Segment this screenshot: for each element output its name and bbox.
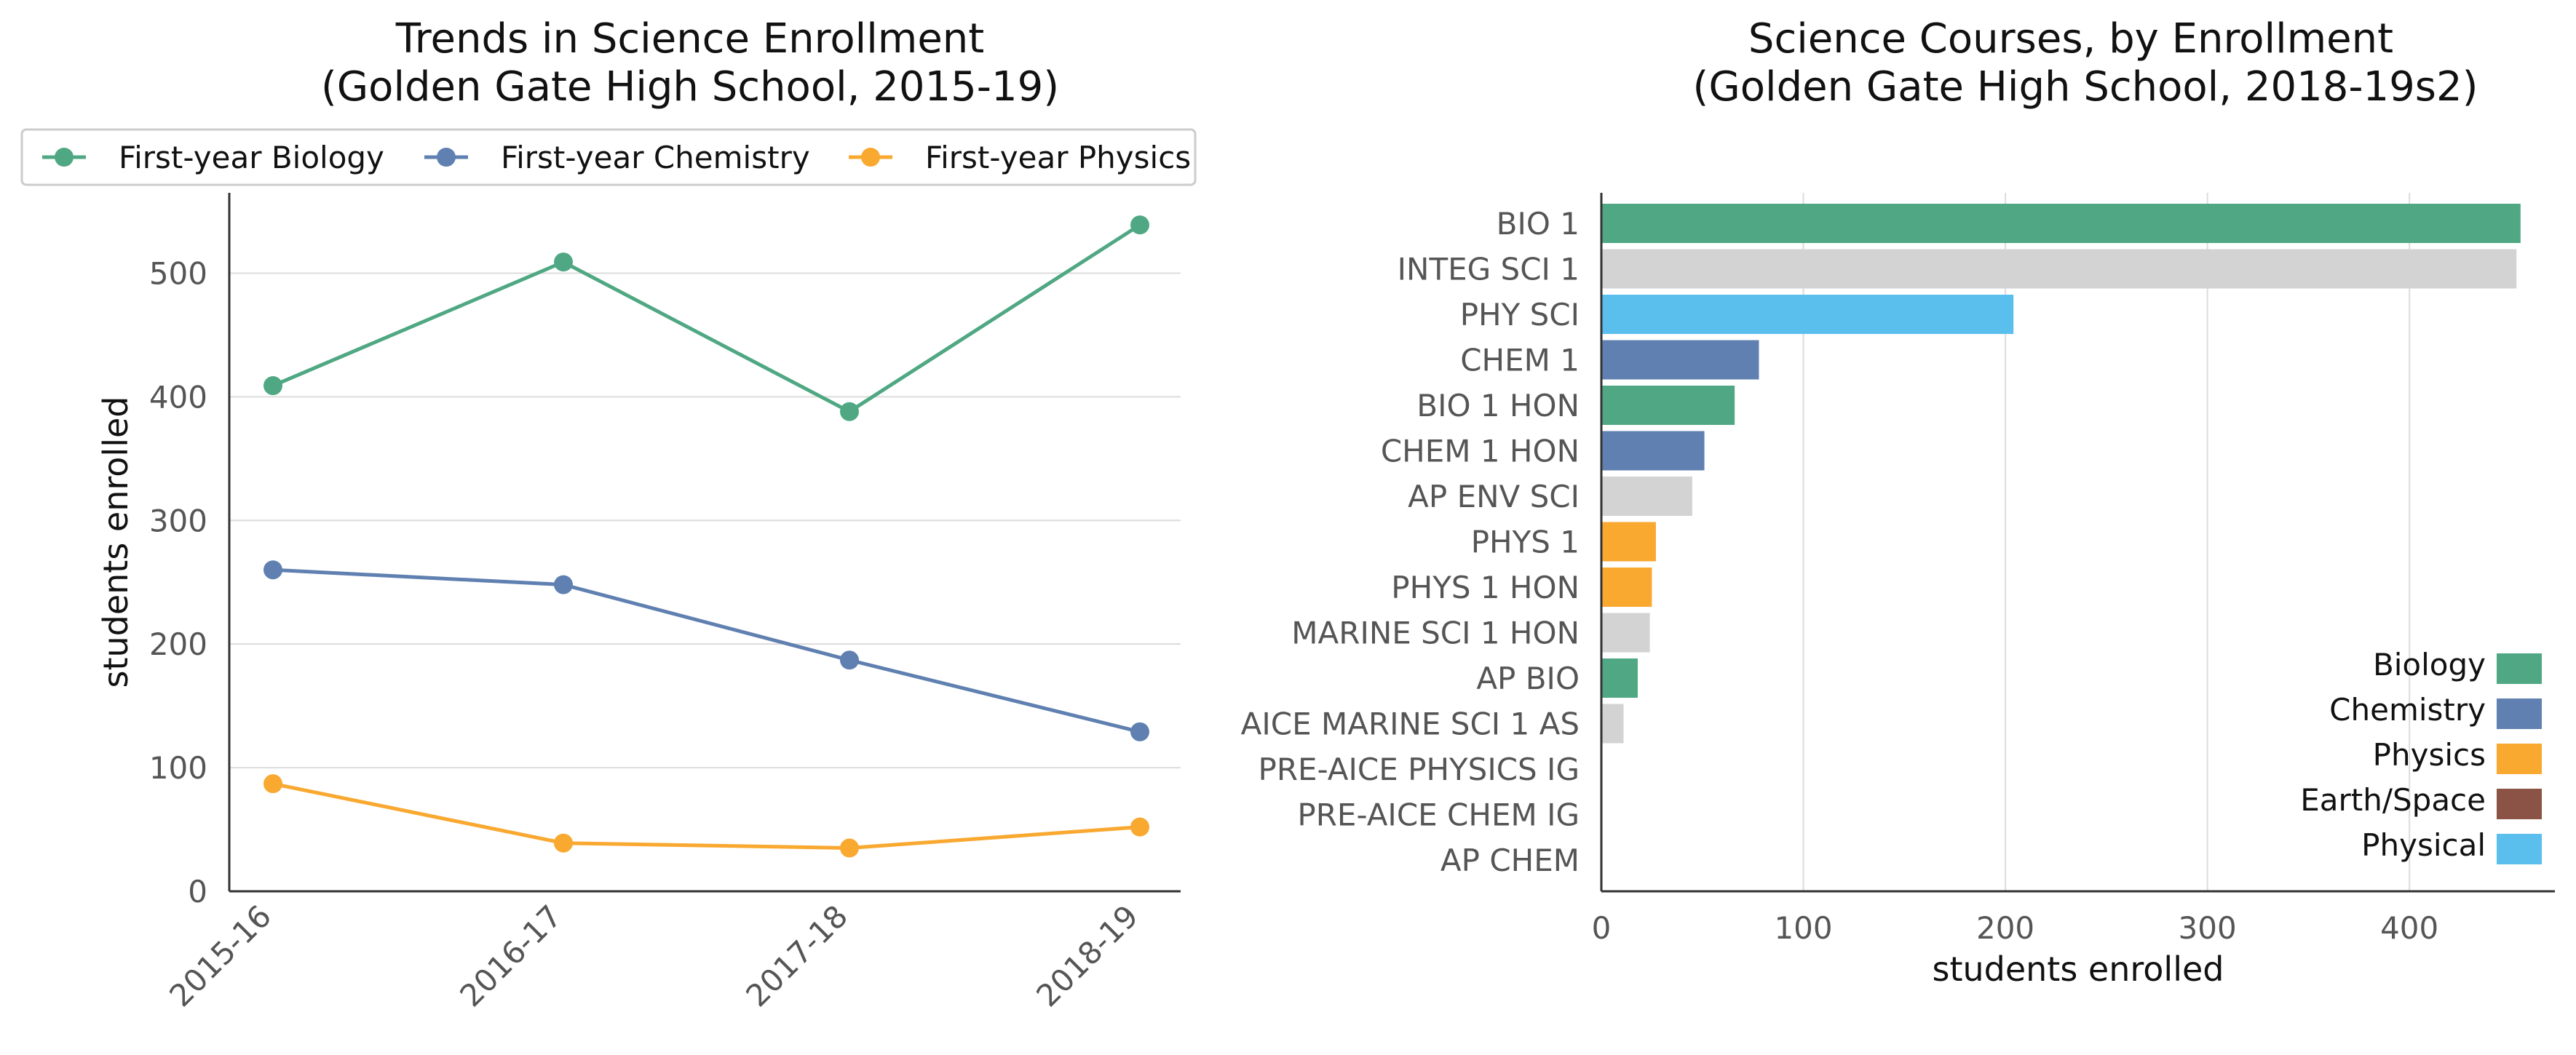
- legend-item-physics: Physics: [2373, 737, 2542, 774]
- category-label-chem-1: CHEM 1: [1460, 343, 1580, 378]
- legend-swatch: [2497, 834, 2542, 864]
- category-label-phys-1: PHYS 1: [1471, 525, 1580, 560]
- category-label-aice-marine-sci-1-as: AICE MARINE SCI 1 AS: [1241, 706, 1580, 742]
- data-point-first-year-physics-2016-17: [554, 833, 573, 853]
- data-point-first-year-chemistry-2015-16: [263, 560, 282, 580]
- line-chart-title-line-1: Trends in Science Enrollment: [395, 15, 984, 63]
- bar-chart-x-axis-label: students enrolled: [1933, 950, 2224, 989]
- category-label-ap-chem: AP CHEM: [1440, 843, 1580, 878]
- bar-aice-marine-sci-1-as: [1601, 704, 1624, 744]
- legend-item-physical: Physical: [2361, 827, 2542, 864]
- y-tick-label-100: 100: [149, 750, 207, 786]
- data-point-first-year-biology-2015-16: [263, 376, 282, 396]
- line-chart-title-line-2: (Golden Gate High School, 2015-19): [321, 63, 1059, 111]
- data-point-first-year-biology-2016-17: [554, 252, 573, 272]
- legend-marker: [861, 148, 880, 167]
- y-tick-label-500: 500: [149, 255, 207, 291]
- legend-label: Earth/Space: [2300, 782, 2486, 818]
- category-label-ap-bio: AP BIO: [1476, 661, 1580, 696]
- y-tick-label-400: 400: [149, 379, 207, 415]
- bar-chart-courses-by-enrollment: Science Courses, by Enrollment (Golden G…: [1241, 15, 2555, 989]
- x-tick-label-400: 400: [2380, 910, 2438, 946]
- y-tick-label-0: 0: [188, 874, 207, 909]
- y-tick-label-300: 300: [149, 503, 207, 538]
- legend-label: First-year Biology: [119, 140, 384, 175]
- legend-item-first-year-chemistry: First-year Chemistry: [424, 140, 810, 175]
- bar-chart-x-ticks: 0 100 200 300 400: [1592, 910, 2439, 946]
- bar-chart-legend: Biology Chemistry Physics Earth/Space Physic…: [2300, 647, 2542, 864]
- legend-label: Biology: [2373, 647, 2486, 682]
- line-chart-series: [263, 215, 1149, 858]
- legend-marker: [55, 148, 74, 167]
- series-first-year-chemistry: [263, 560, 1149, 741]
- category-label-bio-1-hon: BIO 1 HON: [1416, 388, 1580, 423]
- legend-label: First-year Chemistry: [501, 140, 810, 175]
- legend-item-chemistry: Chemistry: [2329, 692, 2542, 729]
- data-point-first-year-chemistry-2018-19: [1130, 722, 1149, 741]
- data-point-first-year-physics-2015-16: [263, 774, 282, 794]
- data-point-first-year-biology-2017-18: [840, 402, 859, 421]
- bar-chart-bars: [1601, 204, 2521, 744]
- series-line-first-year-biology: [272, 223, 1141, 414]
- data-point-first-year-biology-2018-19: [1130, 215, 1149, 235]
- series-line-first-year-chemistry: [272, 568, 1141, 734]
- legend-swatch: [2497, 789, 2542, 819]
- bar-ap-bio: [1601, 658, 1638, 698]
- data-point-first-year-physics-2017-18: [840, 838, 859, 858]
- x-tick-label-300: 300: [2179, 910, 2237, 946]
- series-first-year-biology: [263, 215, 1149, 421]
- category-label-chem-1-hon: CHEM 1 HON: [1381, 434, 1580, 469]
- data-point-first-year-physics-2018-19: [1130, 817, 1149, 837]
- line-chart-legend: First-year Biology First-year Chemistry Fi…: [20, 128, 1197, 186]
- legend-label: Physics: [2373, 737, 2486, 773]
- legend-label: Chemistry: [2329, 692, 2486, 728]
- y-tick-label-200: 200: [149, 626, 207, 662]
- x-tick-label-200: 200: [1976, 910, 2034, 946]
- bar-marine-sci-1-hon: [1601, 613, 1650, 653]
- bar-chart-title-line-1: Science Courses, by Enrollment: [1748, 15, 2393, 63]
- category-label-marine-sci-1-hon: MARINE SCI 1 HON: [1291, 616, 1580, 651]
- bar-phys-1: [1601, 522, 1656, 562]
- series-line-first-year-physics: [272, 781, 1141, 851]
- category-label-pre-aice-chem-ig: PRE-AICE CHEM IG: [1297, 797, 1580, 833]
- series-first-year-physics: [263, 774, 1149, 858]
- category-label-phy-sci: PHY SCI: [1460, 297, 1580, 333]
- legend-label: First-year Physics: [925, 140, 1191, 175]
- line-chart-y-axis-label: students enrolled: [96, 397, 135, 688]
- legend-item-earth-space: Earth/Space: [2300, 782, 2542, 819]
- legend-swatch: [2497, 653, 2542, 684]
- bar-phys-1-hon: [1601, 568, 1652, 607]
- bar-chart-title-line-2: (Golden Gate High School, 2018-19s2): [1693, 63, 2478, 111]
- line-chart-y-ticks: 0 100 200 300 400 500: [149, 255, 207, 909]
- data-point-first-year-chemistry-2017-18: [840, 650, 859, 670]
- legend-swatch: [2497, 744, 2542, 774]
- category-label-pre-aice-physics-ig: PRE-AICE PHYSICS IG: [1259, 752, 1580, 787]
- legend-item-first-year-biology: First-year Biology: [42, 140, 384, 175]
- bar-integ-sci-1: [1601, 249, 2517, 289]
- bar-chem-1: [1601, 340, 1759, 380]
- data-point-first-year-chemistry-2016-17: [554, 575, 573, 594]
- bar-chart-category-labels: BIO 1 INTEG SCI 1 PHY SCI CHEM 1 BIO 1 HON CH…: [1241, 206, 1580, 878]
- bar-bio-1-hon: [1601, 386, 1735, 425]
- legend-frame: [20, 128, 1197, 186]
- category-label-bio-1: BIO 1: [1497, 206, 1580, 242]
- bar-phy-sci: [1601, 295, 2014, 334]
- legend-item-first-year-physics: First-year Physics: [849, 140, 1191, 175]
- x-tick-label-0: 0: [1592, 910, 1612, 946]
- bar-ap-env-sci: [1601, 477, 1692, 516]
- bar-bio-1: [1601, 204, 2521, 243]
- legend-item-biology: Biology: [2373, 647, 2542, 684]
- legend-swatch: [2497, 698, 2542, 729]
- category-label-ap-env-sci: AP ENV SCI: [1408, 479, 1580, 514]
- x-tick-label-100: 100: [1774, 910, 1832, 946]
- legend-marker: [437, 148, 456, 167]
- legend-label: Physical: [2361, 827, 2486, 863]
- bar-chem-1-hon: [1601, 431, 1705, 471]
- category-label-phys-1-hon: PHYS 1 HON: [1391, 570, 1580, 605]
- line-chart-gridlines: [229, 272, 1181, 769]
- category-label-integ-sci-1: INTEG SCI 1: [1398, 252, 1580, 287]
